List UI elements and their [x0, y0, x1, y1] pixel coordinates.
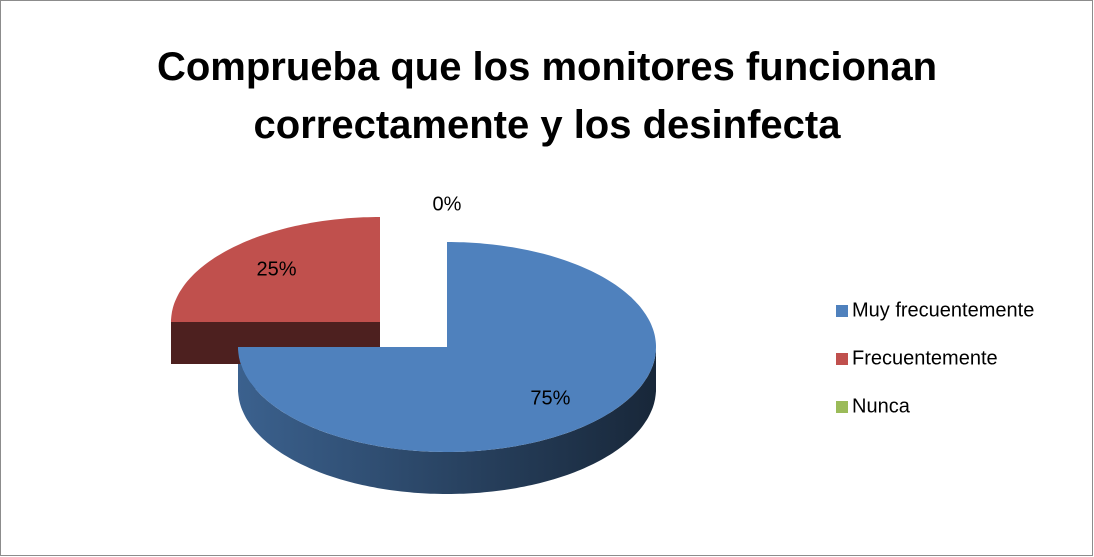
legend-swatch — [836, 353, 848, 365]
data-label: 25% — [257, 258, 297, 280]
chart-title: Comprueba que los monitores funcionan co… — [156, 45, 938, 147]
data-label: 0% — [433, 194, 462, 216]
legend-label: Frecuentemente — [852, 347, 998, 369]
data-label: 75% — [530, 387, 570, 409]
slice-side — [238, 347, 656, 494]
slice-side — [171, 217, 380, 364]
legend-label: Nunca — [852, 395, 911, 417]
legend-swatch — [836, 305, 848, 317]
legend-label: Muy frecuentemente — [852, 299, 1034, 321]
slice — [171, 217, 380, 322]
legend-swatch — [836, 401, 848, 413]
slice — [238, 242, 656, 452]
